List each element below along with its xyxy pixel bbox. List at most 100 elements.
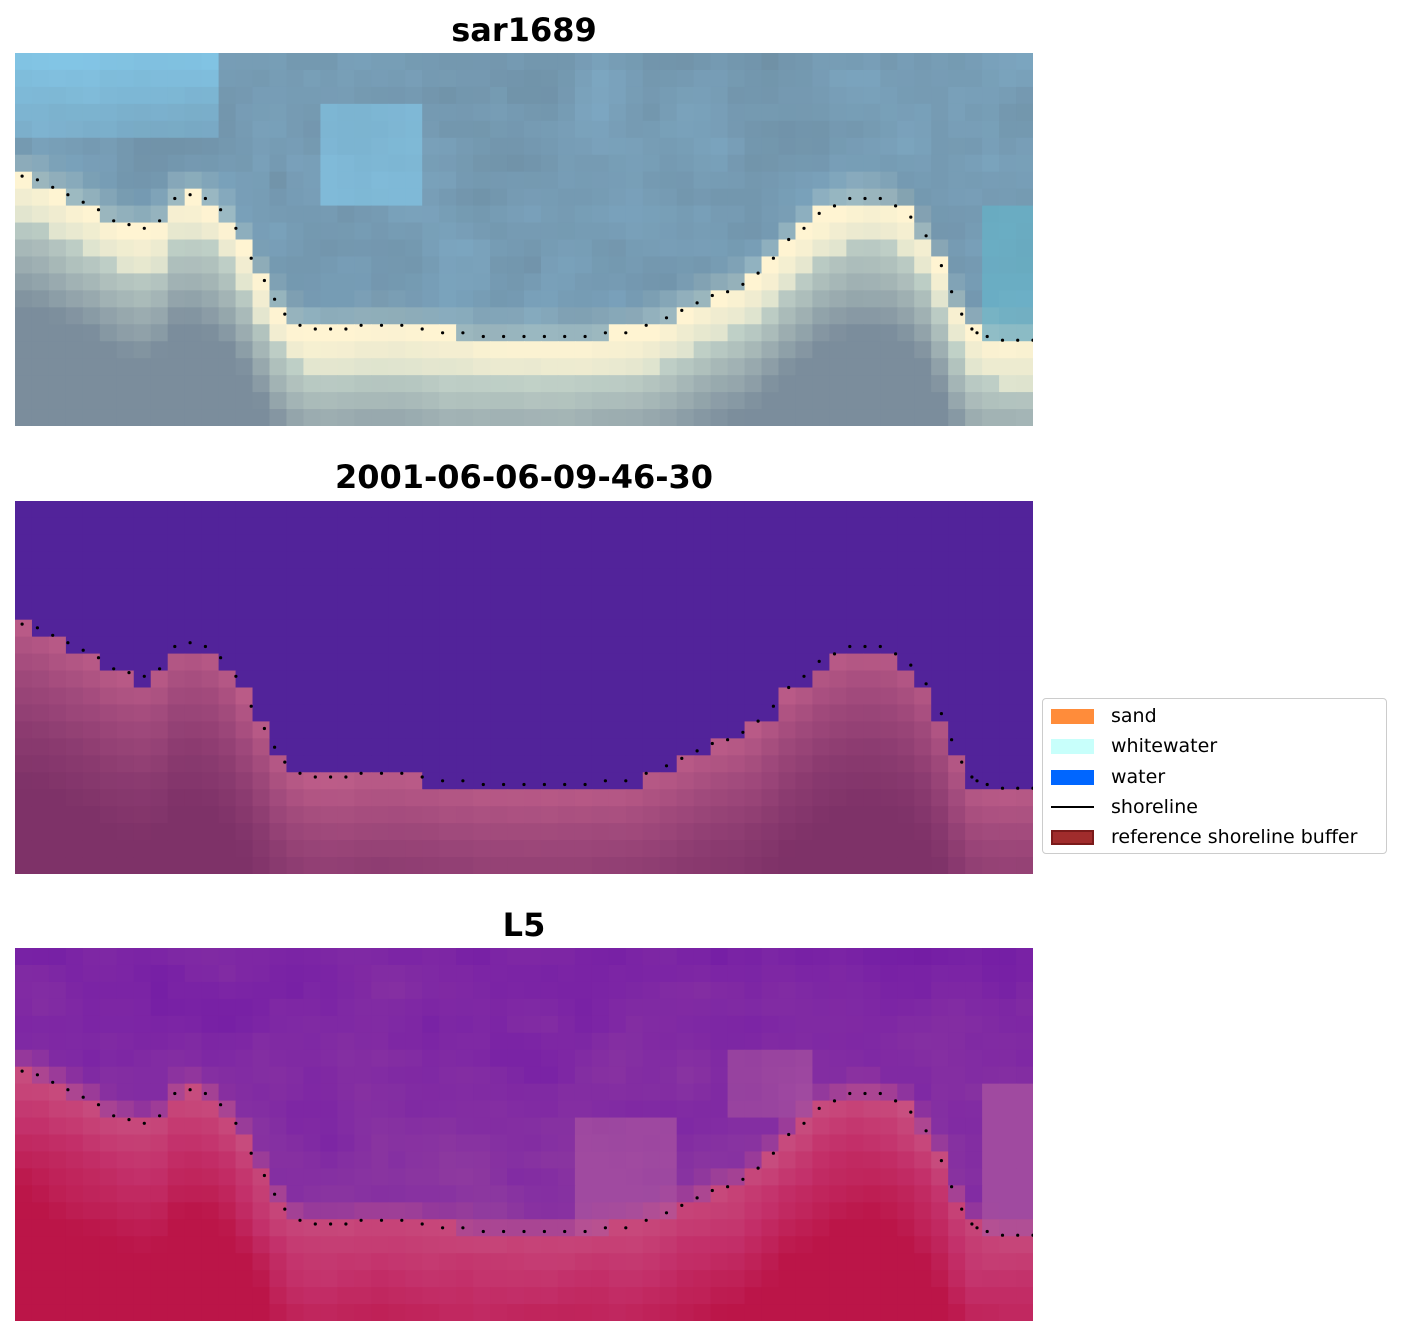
pixel-cell bbox=[965, 1219, 983, 1237]
pixel-cell bbox=[48, 1015, 67, 1034]
pixel-cell bbox=[727, 222, 746, 241]
shoreline-point bbox=[1031, 338, 1033, 342]
pixel-cell bbox=[557, 256, 576, 274]
pixel-cell bbox=[235, 1151, 254, 1169]
pixel-cell bbox=[252, 948, 271, 966]
pixel-cell bbox=[965, 636, 983, 655]
pixel-cell bbox=[337, 636, 355, 655]
pixel-cell bbox=[99, 704, 118, 722]
shoreline-point bbox=[20, 622, 24, 626]
pixel-cell bbox=[625, 501, 644, 519]
pixel-cell bbox=[133, 534, 152, 553]
pixel-cell bbox=[31, 1066, 50, 1085]
pixel-cell bbox=[388, 1066, 406, 1085]
pixel-cell bbox=[31, 324, 50, 342]
pixel-cell bbox=[99, 981, 118, 1000]
pixel-cell bbox=[82, 964, 101, 983]
pixel-cell bbox=[473, 137, 491, 156]
pixel-cell bbox=[269, 534, 288, 553]
pixel-cell bbox=[897, 721, 915, 739]
pixel-cell bbox=[286, 501, 305, 519]
pixel-cell bbox=[99, 1168, 118, 1186]
pixel-cell bbox=[574, 534, 593, 553]
pixel-cell bbox=[642, 1066, 661, 1085]
pixel-cell bbox=[727, 738, 746, 756]
pixel-cell bbox=[999, 948, 1017, 966]
pixel-cell bbox=[473, 789, 491, 807]
pixel-cell bbox=[82, 551, 101, 570]
pixel-cell bbox=[659, 501, 678, 519]
pixel-cell bbox=[65, 501, 84, 519]
pixel-cell bbox=[625, 534, 644, 553]
pixel-cell bbox=[659, 551, 678, 570]
pixel-cell bbox=[863, 1151, 881, 1169]
pixel-cell bbox=[574, 137, 593, 156]
pixel-cell bbox=[99, 670, 118, 689]
pixel-cell bbox=[659, 857, 678, 874]
pixel-cell bbox=[948, 823, 966, 841]
pixel-cell bbox=[507, 341, 525, 359]
pixel-cell bbox=[931, 840, 949, 858]
pixel-cell bbox=[727, 501, 746, 519]
shoreline-point bbox=[624, 1226, 628, 1230]
pixel-cell bbox=[167, 636, 186, 655]
pixel-cell bbox=[812, 1100, 830, 1119]
pixel-cell bbox=[320, 1304, 338, 1321]
pixel-cell bbox=[897, 1066, 915, 1085]
shoreline-point bbox=[771, 1151, 776, 1155]
pixel-cell bbox=[201, 324, 220, 342]
pixel-cell bbox=[982, 585, 1000, 604]
pixel-cell bbox=[524, 948, 542, 966]
pixel-cell bbox=[116, 341, 135, 359]
pixel-cell bbox=[15, 501, 33, 519]
pixel-cell bbox=[422, 1219, 440, 1237]
pixel-cell bbox=[201, 154, 220, 173]
pixel-cell bbox=[812, 789, 830, 807]
pixel-cell bbox=[439, 86, 457, 105]
pixel-cell bbox=[999, 772, 1017, 790]
pixel-cell bbox=[303, 392, 321, 410]
pixel-cell bbox=[931, 154, 949, 173]
pixel-cell bbox=[507, 222, 525, 241]
pixel-cell bbox=[829, 687, 847, 706]
pixel-cell bbox=[982, 517, 1000, 536]
pixel-cell bbox=[235, 568, 254, 587]
shoreline-point bbox=[909, 215, 913, 219]
pixel-cell bbox=[15, 1168, 33, 1186]
pixel-cell bbox=[812, 1219, 830, 1237]
pixel-cell bbox=[371, 1049, 389, 1068]
pixel-cell bbox=[286, 602, 305, 621]
pixel-cell bbox=[65, 568, 84, 587]
pixel-cell bbox=[778, 1083, 797, 1102]
pixel-cell bbox=[473, 222, 491, 241]
pixel-cell bbox=[642, 1134, 661, 1153]
pixel-cell bbox=[31, 171, 50, 190]
pixel-cell bbox=[931, 964, 949, 983]
pixel-cell bbox=[948, 1185, 966, 1203]
pixel-cell bbox=[744, 1151, 763, 1169]
pixel-cell bbox=[829, 205, 847, 224]
pixel-cell bbox=[914, 1066, 932, 1085]
pixel-cell bbox=[999, 256, 1017, 274]
pixel-cell bbox=[15, 1236, 33, 1254]
pixel-cell bbox=[829, 501, 847, 519]
pixel-cell bbox=[354, 120, 372, 139]
pixel-cell bbox=[48, 948, 67, 966]
pixel-cell bbox=[31, 256, 50, 274]
pixel-cell bbox=[507, 1168, 525, 1186]
pixel-cell bbox=[218, 1049, 237, 1068]
pixel-cell bbox=[965, 205, 983, 224]
pixel-cell bbox=[167, 1304, 186, 1321]
pixel-cell bbox=[116, 948, 135, 966]
pixel-cell bbox=[388, 964, 406, 983]
pixel-cell bbox=[965, 341, 983, 359]
pixel-cell bbox=[201, 568, 220, 587]
pixel-cell bbox=[540, 53, 559, 71]
pixel-cell bbox=[965, 948, 983, 966]
pixel-cell bbox=[99, 636, 118, 655]
pixel-cell bbox=[48, 551, 67, 570]
shoreline-point bbox=[66, 1088, 70, 1092]
pixel-cell bbox=[99, 154, 118, 173]
pixel-cell bbox=[218, 1236, 237, 1254]
pixel-cell bbox=[218, 687, 237, 706]
